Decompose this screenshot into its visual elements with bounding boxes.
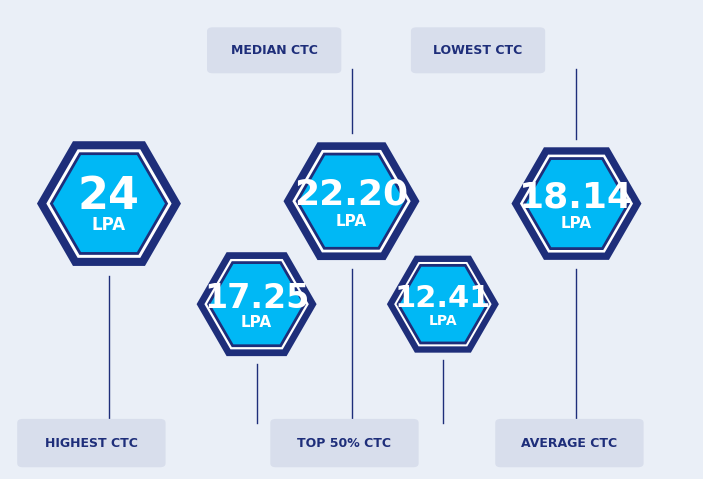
FancyBboxPatch shape <box>207 27 342 73</box>
Text: LPA: LPA <box>561 216 592 231</box>
Polygon shape <box>512 147 641 260</box>
FancyBboxPatch shape <box>18 419 166 468</box>
Text: LPA: LPA <box>92 217 126 234</box>
Text: 17.25: 17.25 <box>204 282 309 315</box>
Text: HIGHEST CTC: HIGHEST CTC <box>45 436 138 450</box>
Polygon shape <box>37 141 181 266</box>
Text: 18.14: 18.14 <box>520 180 633 214</box>
Text: MEDIAN CTC: MEDIAN CTC <box>231 44 318 57</box>
Text: LOWEST CTC: LOWEST CTC <box>434 44 522 57</box>
Text: AVERAGE CTC: AVERAGE CTC <box>522 436 617 450</box>
Polygon shape <box>209 262 304 346</box>
Polygon shape <box>398 265 488 343</box>
Text: 12.41: 12.41 <box>394 285 491 313</box>
Text: 22.20: 22.20 <box>295 178 408 212</box>
FancyBboxPatch shape <box>495 419 644 468</box>
Text: LPA: LPA <box>336 214 367 229</box>
Polygon shape <box>205 259 309 349</box>
Polygon shape <box>297 154 406 248</box>
Text: LPA: LPA <box>241 315 272 330</box>
Text: 24: 24 <box>78 175 140 218</box>
Polygon shape <box>524 159 628 249</box>
Polygon shape <box>51 154 167 253</box>
Polygon shape <box>283 142 420 260</box>
Text: TOP 50% CTC: TOP 50% CTC <box>297 436 392 450</box>
FancyBboxPatch shape <box>411 27 546 73</box>
Text: LPA: LPA <box>429 314 457 328</box>
Polygon shape <box>394 262 491 346</box>
Polygon shape <box>292 150 411 252</box>
Polygon shape <box>197 252 316 356</box>
Polygon shape <box>520 155 633 252</box>
Polygon shape <box>387 256 499 353</box>
FancyBboxPatch shape <box>270 419 418 468</box>
Polygon shape <box>46 149 172 258</box>
